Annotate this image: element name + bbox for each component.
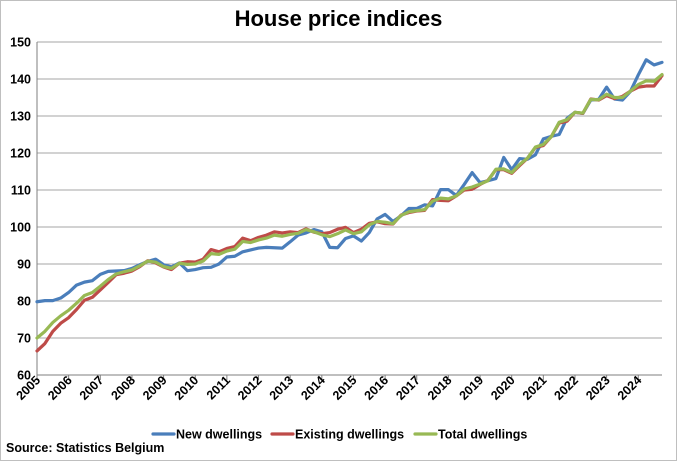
x-tick-label: 2022 — [552, 373, 582, 403]
y-tick-labels: 60 70 80 90 100 110 120 130 140 150 — [10, 36, 31, 383]
x-tick-label: 2020 — [488, 373, 518, 403]
series-line-total-dwellings — [35, 72, 664, 340]
chart-title: House price indices — [234, 6, 443, 31]
x-tick-label: 2012 — [235, 373, 265, 403]
y-tick-label: 110 — [11, 184, 31, 198]
x-tick-label: 2017 — [393, 373, 423, 403]
x-tick-label: 2013 — [267, 373, 297, 403]
y-tick-label: 80 — [17, 295, 31, 309]
legend-label: New dwellings — [176, 428, 262, 442]
legend: New dwellings Existing dwellings Total dwe… — [151, 428, 527, 442]
y-tick-label: 130 — [10, 110, 31, 124]
x-tick-label: 2006 — [45, 373, 75, 403]
y-tick-label: 120 — [10, 147, 31, 161]
legend-label: Total dwellings — [438, 428, 527, 442]
x-tick-label: 2010 — [172, 373, 202, 403]
x-tick-label: 2024 — [615, 373, 645, 403]
x-tick-label: 2018 — [425, 373, 455, 403]
x-tick-label: 2016 — [362, 373, 392, 403]
axes — [36, 42, 662, 380]
x-tick-label: 2015 — [330, 373, 360, 403]
y-tick-label: 70 — [17, 332, 31, 346]
y-tick-label: 150 — [10, 36, 31, 50]
x-tick-label: 2007 — [77, 373, 107, 403]
x-tick-label: 2014 — [298, 373, 328, 403]
series-line-new-dwellings — [35, 58, 664, 304]
x-tick-label: 2009 — [140, 373, 170, 403]
legend-label: Existing dwellings — [295, 428, 404, 442]
x-tick-labels: 2005 2006 2007 2008 2009 2010 2011 2012 2013 2014… — [14, 373, 645, 403]
x-tick-label: 2023 — [583, 373, 613, 403]
y-tick-label: 90 — [17, 258, 31, 272]
x-tick-label: 2021 — [520, 373, 550, 403]
y-tick-label: 60 — [17, 369, 31, 383]
x-tick-label: 2019 — [457, 373, 487, 403]
y-tick-label: 140 — [10, 73, 31, 87]
gridlines — [37, 41, 662, 376]
x-tick-label: 2011 — [204, 373, 233, 402]
x-tick-label: 2008 — [108, 373, 138, 403]
series-lines — [35, 58, 664, 353]
y-tick-label: 100 — [10, 221, 31, 235]
source-note: Source: Statistics Belgium — [6, 441, 165, 455]
